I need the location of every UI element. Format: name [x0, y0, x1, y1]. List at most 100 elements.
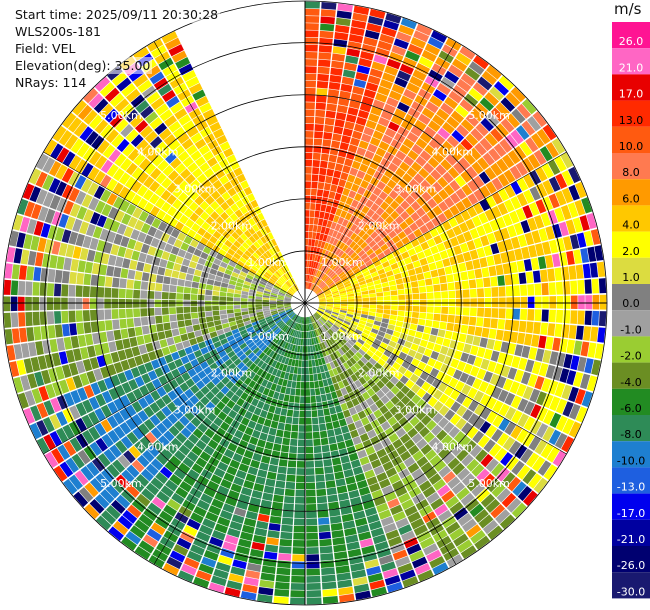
range-gate: [39, 297, 47, 311]
range-gate: [104, 108, 119, 123]
range-gate: [565, 219, 576, 235]
range-gate: [253, 337, 261, 344]
colorbar-tick-label: -17.0: [617, 507, 645, 520]
range-gate: [318, 218, 324, 226]
range-gate: [323, 312, 331, 317]
range-gate: [106, 231, 117, 243]
range-gate: [535, 348, 545, 362]
range-gate: [99, 82, 115, 97]
range-gate: [257, 513, 270, 523]
range-gate: [288, 328, 293, 335]
range-gate: [315, 312, 321, 318]
range-gate: [255, 306, 263, 310]
range-gate: [274, 589, 290, 597]
range-gate: [358, 368, 367, 376]
range-gate: [180, 355, 190, 365]
range-gate: [372, 99, 385, 110]
range-gate: [173, 468, 187, 480]
range-gate: [94, 76, 111, 92]
range-gate: [305, 87, 316, 95]
range-gate: [50, 143, 64, 160]
range-gate: [297, 316, 301, 323]
range-gate: [366, 476, 378, 486]
range-gate: [309, 338, 313, 346]
range-gate: [282, 510, 294, 518]
range-gate: [305, 338, 308, 346]
range-gate: [469, 249, 479, 260]
range-gate: [365, 361, 374, 370]
range-gate: [493, 340, 503, 352]
range-gate: [230, 394, 240, 403]
range-gate: [260, 236, 268, 244]
range-gate: [315, 270, 320, 277]
range-gate: [191, 463, 204, 475]
range-gate: [268, 279, 275, 286]
range-gate: [387, 121, 400, 132]
range-gate: [382, 313, 390, 319]
range-gate: [193, 537, 208, 549]
range-gate: [175, 486, 189, 499]
range-gate: [306, 561, 320, 569]
range-gate: [516, 332, 526, 345]
range-gate: [409, 416, 420, 427]
range-gate: [592, 294, 600, 310]
range-gate: [135, 100, 150, 114]
range-gate: [426, 285, 434, 293]
range-gate: [315, 481, 326, 490]
range-gate: [394, 462, 407, 473]
range-gate: [484, 91, 500, 107]
range-gate: [352, 254, 360, 262]
range-gate: [338, 313, 346, 318]
range-gate: [202, 246, 212, 255]
range-gate: [361, 95, 374, 106]
range-gate: [377, 431, 388, 442]
range-gate: [415, 377, 425, 388]
range-gate: [62, 112, 77, 129]
range-gate: [108, 526, 124, 541]
range-gate: [380, 354, 389, 362]
range-gate: [36, 402, 49, 419]
range-gate: [414, 94, 428, 107]
range-gate: [328, 213, 335, 222]
range-gate: [342, 278, 350, 284]
range-gate: [223, 273, 231, 280]
range-gate: [237, 339, 245, 346]
range-gate: [540, 269, 548, 283]
range-gate: [380, 561, 396, 572]
range-gate: [568, 324, 577, 339]
range-gate: [390, 504, 403, 516]
range-gate: [262, 252, 270, 260]
nrays-label: NRays: 114: [13, 74, 89, 91]
range-gate: [51, 240, 61, 255]
range-gate: [243, 221, 252, 230]
range-gate: [173, 450, 186, 462]
range-gate: [513, 297, 521, 308]
range-gate: [268, 374, 276, 383]
range-gate: [317, 358, 323, 366]
range-gate: [285, 481, 296, 490]
colorbar-swatch: [612, 467, 650, 494]
range-gate: [328, 384, 336, 393]
range-gate: [357, 249, 366, 257]
range-gate: [203, 366, 213, 376]
range-ring-label: 5.00km: [468, 109, 510, 122]
range-gate: [316, 290, 323, 296]
range-gate: [194, 195, 205, 206]
range-gate: [68, 284, 76, 297]
range-gate: [276, 304, 284, 307]
range-gate: [547, 209, 558, 225]
range-gate: [409, 323, 418, 331]
range-gate: [353, 217, 362, 226]
range-gate: [407, 427, 418, 439]
range-gate: [335, 350, 342, 358]
range-gate: [3, 296, 11, 312]
range-gate: [178, 444, 191, 456]
range-gate: [449, 501, 464, 515]
range-gate: [530, 404, 542, 419]
colorbar-tick-label: 6.0: [622, 192, 640, 205]
range-gate: [479, 185, 491, 198]
range-gate: [401, 236, 411, 245]
range-gate: [101, 390, 113, 404]
range-gate: [36, 189, 48, 205]
range-gate: [284, 264, 290, 272]
